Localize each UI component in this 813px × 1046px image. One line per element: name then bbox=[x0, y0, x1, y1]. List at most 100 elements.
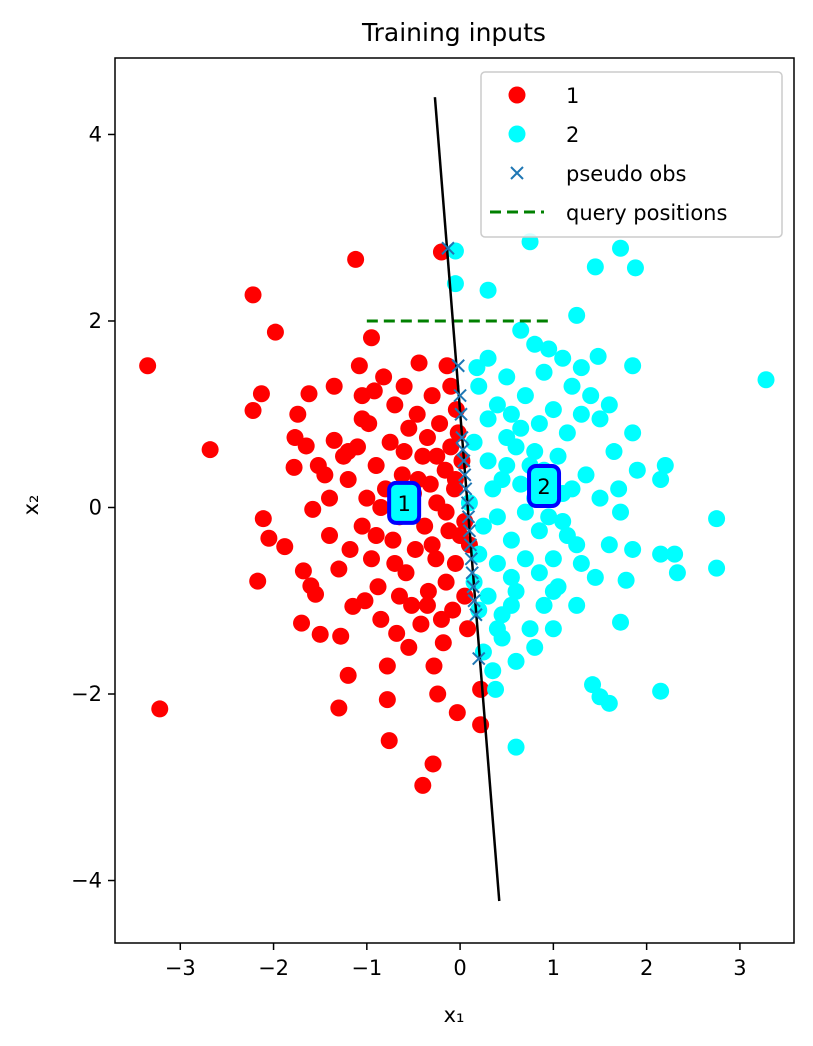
class-1-point bbox=[304, 500, 322, 518]
cluster-label-box bbox=[527, 464, 562, 509]
class-1-point bbox=[325, 377, 343, 395]
class-2-point bbox=[612, 503, 630, 521]
class-2-point bbox=[502, 568, 520, 586]
class-2-point bbox=[502, 596, 520, 614]
class-1-point bbox=[151, 700, 169, 718]
class-1-point bbox=[419, 582, 437, 600]
class-2-point bbox=[612, 239, 630, 257]
class-2-point bbox=[656, 457, 674, 475]
class-2-point bbox=[479, 587, 497, 605]
y-axis-label: x₂ bbox=[19, 495, 43, 516]
legend-marker bbox=[510, 166, 524, 180]
class-2-point bbox=[544, 620, 562, 638]
class-2-point bbox=[617, 571, 635, 589]
class-1-point bbox=[266, 323, 284, 341]
class-1-point bbox=[378, 657, 396, 675]
class-1-point bbox=[403, 596, 421, 614]
class-2-point bbox=[757, 371, 775, 389]
class-2-point bbox=[521, 620, 539, 638]
legend-box bbox=[480, 71, 783, 238]
pseudo-obs-marker bbox=[453, 388, 467, 403]
axes-frame bbox=[114, 57, 795, 944]
pseudo-obs-marker bbox=[460, 496, 475, 510]
class-1-point bbox=[408, 405, 426, 423]
pseudo-obs-marker bbox=[456, 442, 470, 457]
class-2-point bbox=[600, 694, 618, 712]
class-1-point bbox=[388, 624, 406, 642]
class-1-point bbox=[289, 405, 307, 423]
pseudo-obs-marker bbox=[465, 566, 479, 580]
class-1-point bbox=[386, 554, 404, 572]
class-1-point bbox=[369, 578, 387, 596]
class-1-point bbox=[276, 538, 294, 556]
class-2-point bbox=[512, 419, 530, 437]
class-2-point bbox=[479, 349, 497, 367]
class-2-point bbox=[568, 536, 586, 554]
class-1-point bbox=[341, 540, 359, 558]
class-1-point bbox=[330, 560, 348, 578]
class-2-point bbox=[484, 480, 502, 498]
class-2-point bbox=[591, 410, 609, 428]
class-1-point bbox=[429, 685, 447, 703]
class-2-point bbox=[512, 321, 530, 339]
cluster-label-text: 1 bbox=[397, 492, 410, 516]
legend-label: 1 bbox=[566, 84, 579, 108]
pseudo-obs-marker bbox=[466, 580, 480, 594]
class-1-point bbox=[332, 627, 350, 645]
class-1-point bbox=[414, 776, 432, 794]
class-1-point bbox=[365, 382, 383, 400]
class-1-point bbox=[414, 447, 432, 465]
class-2-point bbox=[498, 429, 516, 447]
cluster-label-text: 2 bbox=[537, 475, 550, 499]
class-2-point bbox=[610, 480, 628, 498]
class-1-point bbox=[307, 585, 325, 603]
class-1-point bbox=[442, 438, 460, 456]
class-1-point bbox=[386, 396, 404, 414]
decision-boundary-line bbox=[433, 97, 501, 902]
class-1-point bbox=[244, 402, 262, 420]
class-2-point bbox=[549, 447, 567, 465]
class-1-point bbox=[380, 732, 398, 750]
class-1-point bbox=[381, 433, 399, 451]
legend-label: query positions bbox=[566, 201, 727, 225]
class-2-point bbox=[628, 461, 646, 479]
class-2-point bbox=[498, 368, 516, 386]
class-2-point bbox=[624, 540, 642, 558]
x-tick-label: −3 bbox=[165, 956, 196, 980]
class-1-point bbox=[294, 562, 312, 580]
class-2-point bbox=[589, 347, 607, 365]
class-2-point bbox=[484, 662, 502, 680]
class-1-point bbox=[297, 437, 315, 455]
class-2-point bbox=[572, 554, 590, 572]
class-1-point bbox=[325, 431, 343, 449]
class-1-point bbox=[400, 638, 418, 656]
class-2-point bbox=[540, 508, 558, 526]
class-2-point bbox=[488, 554, 506, 572]
class-2-point bbox=[516, 387, 534, 405]
class-1-point bbox=[358, 489, 376, 507]
pseudo-obs-marker bbox=[463, 538, 478, 552]
pseudo-obs-marker bbox=[461, 510, 476, 524]
y-tick-label: 2 bbox=[89, 309, 102, 333]
legend-marker bbox=[508, 125, 526, 143]
class-2-point bbox=[708, 510, 726, 528]
class-1-point bbox=[353, 410, 371, 428]
class-2-point bbox=[516, 503, 534, 521]
class-2-point bbox=[558, 424, 576, 442]
class-1-point bbox=[321, 526, 339, 544]
class-1-point bbox=[311, 625, 329, 643]
class-1-point bbox=[375, 368, 393, 386]
class-1-point bbox=[418, 429, 436, 447]
class-1-point bbox=[431, 415, 449, 433]
class-1-point bbox=[321, 489, 339, 507]
class-1-point bbox=[395, 377, 413, 395]
class-1-point bbox=[400, 419, 418, 437]
class-2-point bbox=[624, 424, 642, 442]
class-2-point bbox=[544, 401, 562, 419]
class-1-point bbox=[397, 564, 415, 582]
class-1-point bbox=[437, 573, 455, 591]
class-2-point bbox=[526, 335, 544, 353]
class-2-point bbox=[600, 536, 618, 554]
class-2-point bbox=[488, 508, 506, 526]
